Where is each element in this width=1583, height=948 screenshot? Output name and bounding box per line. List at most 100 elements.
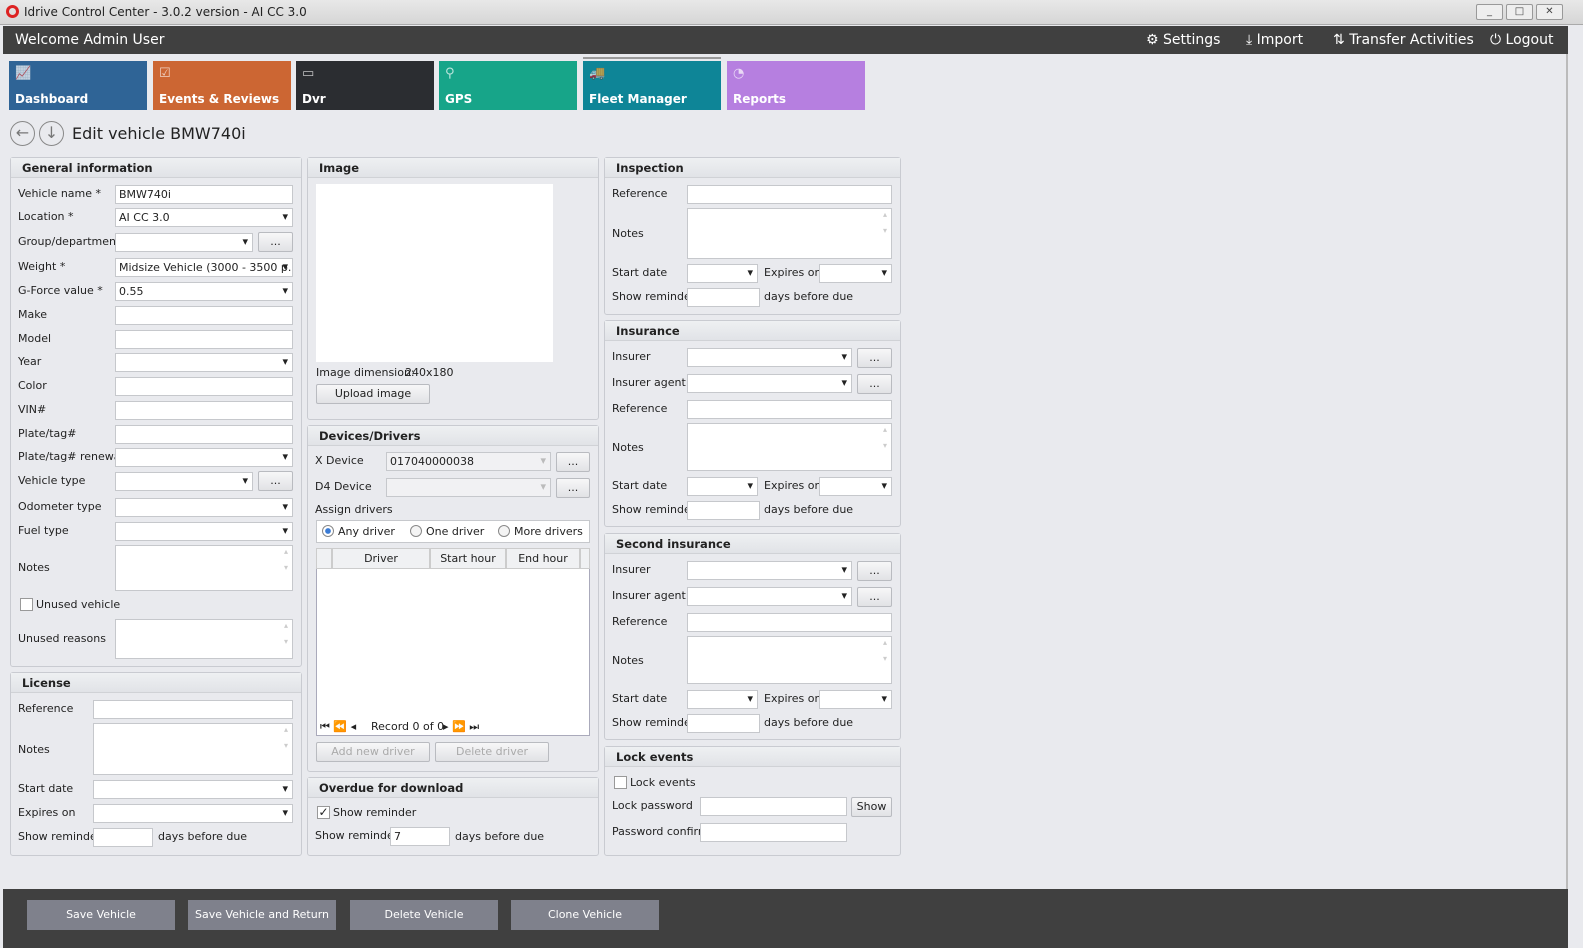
insurance-reference-label: Reference <box>612 402 668 415</box>
odometer-type-dropdown[interactable] <box>115 498 293 517</box>
grid-header-col_start[interactable]: Start hour <box>430 548 506 569</box>
lock-events-checkbox[interactable] <box>614 776 627 789</box>
license-start-date-picker[interactable] <box>93 780 293 799</box>
more-drivers-radio[interactable] <box>498 525 510 537</box>
delete-driver-button[interactable]: Delete driver <box>435 742 549 762</box>
second-insurance-start-date-picker[interactable] <box>687 690 758 709</box>
unused-reasons-label: Unused reasons <box>18 632 106 645</box>
inspection-expires-picker[interactable] <box>819 264 892 283</box>
second-insurance-agent-dropdown[interactable] <box>687 587 852 606</box>
save-vehicle-button[interactable]: Save Vehicle <box>27 900 175 930</box>
plate-input[interactable] <box>115 425 293 444</box>
insurance-reminder-input[interactable] <box>687 501 760 520</box>
add-new-driver-button[interactable]: Add new driver <box>316 742 430 762</box>
license-expires-picker[interactable] <box>93 804 293 823</box>
d4-device-dropdown[interactable] <box>386 478 551 497</box>
second-insurance-expires-picker[interactable] <box>819 690 892 709</box>
inspection-start-date-picker[interactable] <box>687 264 758 283</box>
devices-panel-title: Devices/Drivers <box>308 426 598 446</box>
make-input[interactable] <box>115 306 293 325</box>
grid-first-prev-icon[interactable]: ⏮ ⏪ ◂ <box>320 720 357 733</box>
notes-textarea[interactable] <box>115 545 293 591</box>
group-dropdown[interactable] <box>115 233 253 252</box>
second-insurance-insurer-dropdown[interactable] <box>687 561 852 580</box>
license-notes-textarea[interactable] <box>93 723 293 775</box>
license-reference-input[interactable] <box>93 700 293 719</box>
general-panel-title: General information <box>11 158 301 178</box>
delete-vehicle-button[interactable]: Delete Vehicle <box>350 900 498 930</box>
second-insurance-reference-input[interactable] <box>687 613 892 632</box>
tile-dashboard[interactable]: 📈 Dashboard <box>9 61 147 110</box>
second-insurance-insurer-more-button[interactable]: ... <box>857 561 892 581</box>
down-arrow-icon[interactable]: ↓ <box>39 121 64 146</box>
second-insurance-agent-more-button[interactable]: ... <box>857 587 892 607</box>
insurance-insurer-dropdown[interactable] <box>687 348 852 367</box>
close-button[interactable]: ✕ <box>1536 4 1563 20</box>
tile-events-reviews[interactable]: ☑ Events & Reviews <box>153 61 291 110</box>
clone-vehicle-button[interactable]: Clone Vehicle <box>511 900 659 930</box>
overdue-reminder-checkbox[interactable]: ✓ <box>317 805 330 819</box>
unused-vehicle-checkbox[interactable] <box>20 598 33 611</box>
inspection-reference-input[interactable] <box>687 185 892 204</box>
insurance-agent-more-button[interactable]: ... <box>857 374 892 394</box>
tile-reports[interactable]: ◔ Reports <box>727 61 865 110</box>
any-driver-label: Any driver <box>338 525 395 538</box>
d4-device-more-button[interactable]: ... <box>556 478 590 498</box>
group-more-button[interactable]: ... <box>258 232 293 252</box>
grid-next-last-icon[interactable]: ▸ ⏩ ⏭ <box>443 720 480 733</box>
back-arrow-icon[interactable]: ← <box>10 121 35 146</box>
tile-fleet-manager[interactable]: 🚚 Fleet Manager <box>583 61 721 110</box>
year-dropdown[interactable] <box>115 353 293 372</box>
insurance-insurer-more-button[interactable]: ... <box>857 348 892 368</box>
grid-header-blank0[interactable] <box>316 548 332 569</box>
settings-link[interactable]: ⚙ Settings <box>1146 32 1220 48</box>
overdue-days-input[interactable]: 7 <box>390 827 450 846</box>
insurance-expires-picker[interactable] <box>819 477 892 496</box>
fuel-type-dropdown[interactable] <box>115 522 293 541</box>
x-device-dropdown[interactable]: 017040000038 <box>386 452 551 471</box>
weight-dropdown[interactable]: Midsize Vehicle (3000 - 3500 p... <box>115 258 293 277</box>
inspection-reminder-input[interactable] <box>687 288 760 307</box>
logout-link[interactable]: ⏻ Logout <box>1490 32 1553 48</box>
vehicle-type-dropdown[interactable] <box>115 472 253 491</box>
password-confirm-input[interactable] <box>700 823 847 842</box>
plate-renewal-dropdown[interactable] <box>115 448 293 467</box>
any-driver-radio[interactable] <box>322 525 334 537</box>
save-vehicle-and-return-button[interactable]: Save Vehicle and Return <box>188 900 336 930</box>
tile-dvr[interactable]: ▭ Dvr <box>296 61 434 110</box>
grid-header-col_driver[interactable]: Driver <box>332 548 430 569</box>
one-driver-label: One driver <box>426 525 485 538</box>
maximize-button[interactable]: □ <box>1506 4 1533 20</box>
more-drivers-label: More drivers <box>514 525 583 538</box>
upload-image-button[interactable]: Upload image <box>316 384 430 404</box>
insurance-agent-label: Insurer agent <box>612 376 686 389</box>
one-driver-radio[interactable] <box>410 525 422 537</box>
lock-password-input[interactable] <box>700 797 847 816</box>
vehicle-type-more-button[interactable]: ... <box>258 471 293 491</box>
grid-header-col_end[interactable]: End hour <box>506 548 580 569</box>
x-device-more-button[interactable]: ... <box>556 452 590 472</box>
import-link[interactable]: ⤓ Import <box>1246 32 1303 48</box>
minimize-button[interactable]: _ <box>1476 4 1503 20</box>
gforce-dropdown[interactable]: 0.55 <box>115 282 293 301</box>
insurance-reference-input[interactable] <box>687 400 892 419</box>
transfer-label: Transfer Activities <box>1349 32 1474 48</box>
insurance-notes-textarea[interactable] <box>687 423 892 471</box>
color-input[interactable] <box>115 377 293 396</box>
show-password-button[interactable]: Show <box>851 797 892 817</box>
inspection-notes-textarea[interactable] <box>687 208 892 259</box>
second-insurance-notes-textarea[interactable] <box>687 636 892 684</box>
insurance-agent-dropdown[interactable] <box>687 374 852 393</box>
second-insurance-reminder-input[interactable] <box>687 714 760 733</box>
license-reminder-input[interactable] <box>93 828 153 847</box>
license-days-label: days before due <box>158 830 248 843</box>
transfer-activities-link[interactable]: ⇅ Transfer Activities <box>1333 32 1474 48</box>
insurance-start-date-picker[interactable] <box>687 477 758 496</box>
vehicle-name-input[interactable]: BMW740i <box>115 185 293 204</box>
model-input[interactable] <box>115 330 293 349</box>
grid-header-blank4[interactable] <box>580 548 590 569</box>
tile-gps[interactable]: ⚲ GPS <box>439 61 577 110</box>
unused-reasons-textarea[interactable] <box>115 619 293 659</box>
vin-input[interactable] <box>115 401 293 420</box>
location-dropdown[interactable]: AI CC 3.0 <box>115 208 293 227</box>
